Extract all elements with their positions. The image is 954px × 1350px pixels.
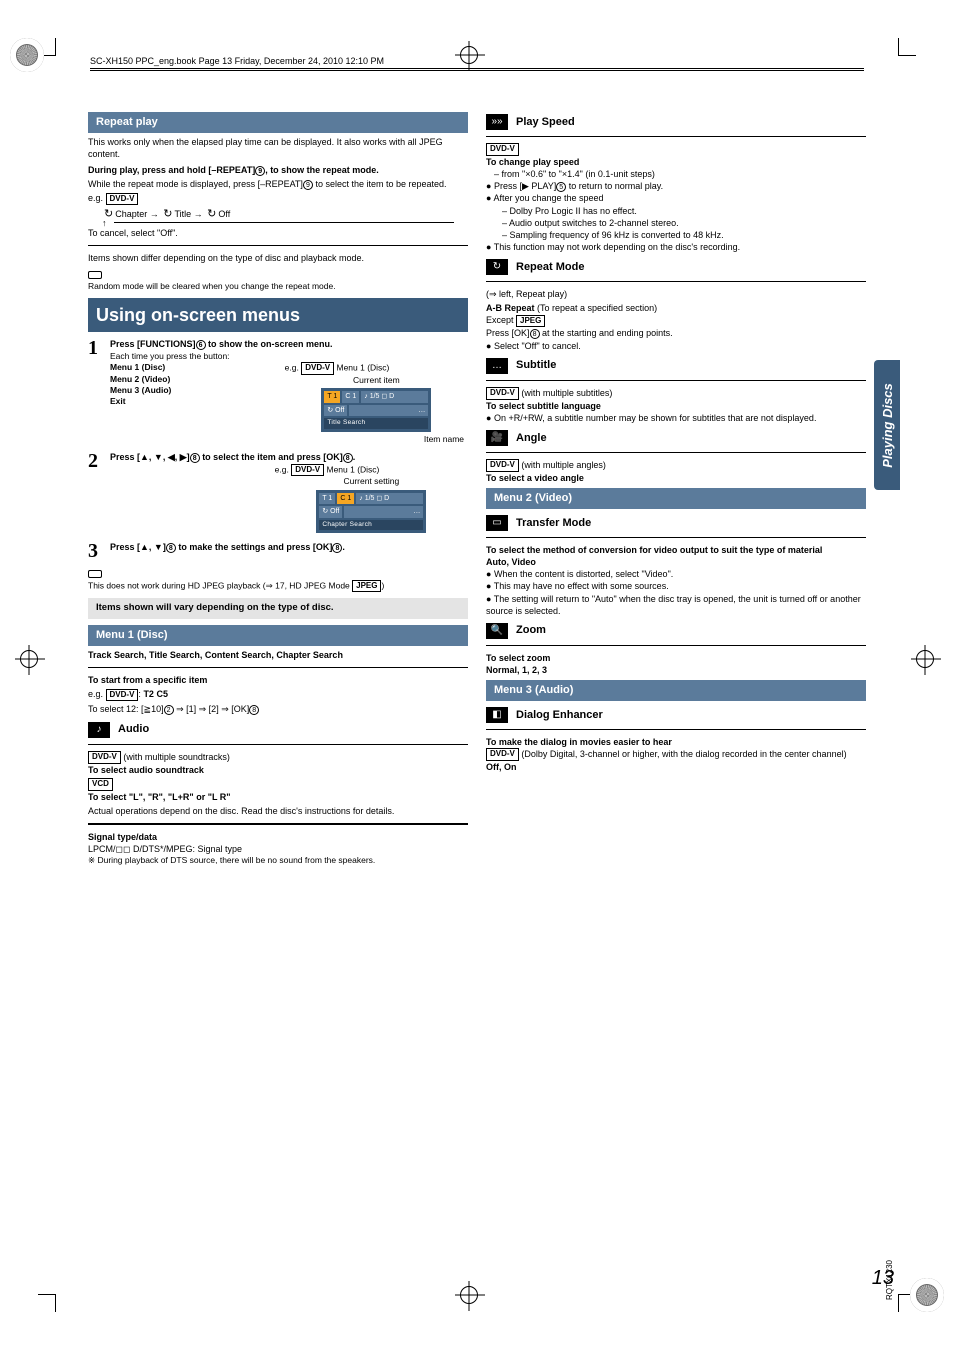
dvdv-tag: DVD-V [106, 193, 139, 206]
repeat-differ: Items shown differ depending on the type… [88, 252, 468, 264]
ab-repeat: A-B Repeat (To repeat a specified sectio… [486, 302, 866, 314]
repeat-play-select: While the repeat mode is displayed, pres… [88, 178, 468, 190]
select-off: Select "Off" to cancel. [486, 340, 866, 352]
search-types: Track Search, Title Search, Content Sear… [88, 649, 468, 661]
zoom-icon: 🔍 [486, 623, 508, 639]
multi-angle: DVD-V (with multiple angles) [486, 459, 866, 472]
actual-ops: Actual operations depend on the disc. Re… [88, 805, 468, 817]
running-header: SC-XH150 PPC_eng.book Page 13 Friday, De… [90, 56, 864, 73]
note-icon [88, 271, 102, 279]
eg-t2c5: e.g. DVD-V: T2 C5 [88, 688, 468, 701]
repeat-icon: ↻ [486, 259, 508, 275]
subtitle-heading: … Subtitle [486, 358, 866, 374]
random-note: Random mode will be cleared when you cha… [88, 281, 468, 292]
fastfwd-icon: »» [486, 114, 508, 130]
signal-type-p: LPCM/◻◻ D/DTS*/MPEG: Signal type [88, 843, 468, 855]
transfer-bullets: When the content is distorted, select "V… [486, 568, 866, 617]
step-3: 3 Press [▲, ▼]8 to make the settings and… [88, 541, 468, 561]
playspeed-heading: »» Play Speed [486, 114, 866, 130]
heading-menu3-audio: Menu 3 (Audio) [486, 680, 866, 701]
zoom-v: Normal, 1, 2, 3 [486, 664, 866, 676]
side-tab: Playing Discs [874, 360, 900, 490]
repeat-play-intro: This works only when the elapsed play ti… [88, 136, 468, 160]
repeat-chain: ↻Chapter → ↻Title → ↻Off [88, 207, 468, 222]
auto-video: Auto, Video [486, 556, 866, 568]
runhead-text: SC-XH150 PPC_eng.book Page 13 Friday, De… [90, 56, 384, 66]
hdjpeg-note: This does not work during HD JPEG playba… [88, 580, 468, 593]
playspeed-bullets: Press [▶ PLAY]5 to return to normal play… [486, 180, 866, 204]
select-lr: To select "L", "R", "L+R" or "L R" [88, 791, 468, 803]
note-icon [88, 570, 102, 578]
select-angle: To select a video angle [486, 472, 866, 484]
left-column: Repeat play This works only when the ela… [88, 108, 468, 867]
note-icon-block: ♪ [88, 722, 110, 738]
zoom-heading: 🔍 Zoom [486, 623, 866, 639]
step-1: 1 Press [FUNCTIONS]6 to show the on-scre… [88, 338, 468, 445]
dialog-detail: DVD-V (Dolby Digital, 3-channel or highe… [486, 748, 866, 761]
signal-type-h: Signal type/data [88, 831, 468, 843]
see-left: (⇒ left, Repeat play) [486, 288, 866, 300]
start-from-item: To start from a specific item [88, 674, 468, 686]
step-2: 2 Press [▲, ▼, ◀, ▶]8 to select the item… [88, 451, 468, 535]
zoom-p: To select zoom [486, 652, 866, 664]
signal-type-note: ※ During playback of DTS source, there w… [88, 855, 468, 866]
repeat-play-eg: e.g. DVD-V [88, 192, 468, 205]
may-not-work: This function may not work depending on … [486, 241, 866, 253]
select-subtitle: To select subtitle language [486, 400, 866, 412]
audio-multi: DVD-V (with multiple soundtracks) [88, 751, 468, 764]
except-jpeg: Except JPEG [486, 314, 866, 327]
heading-menu1-disc: Menu 1 (Disc) [88, 625, 468, 646]
right-column: »» Play Speed DVD-V To change play speed… [486, 108, 866, 867]
press-ok-points: Press [OK]8 at the starting and ending p… [486, 327, 866, 339]
dialog-icon: ◧ [486, 707, 508, 723]
dialog-heading: ◧ Dialog Enhancer [486, 707, 866, 723]
change-speed-h: To change play speed [486, 156, 866, 168]
multi-subtitle: DVD-V (with multiple subtitles) [486, 387, 866, 400]
after-change-list: Dolby Pro Logic II has no effect. Audio … [486, 205, 866, 241]
angle-heading: 🎥 Angle [486, 430, 866, 446]
transfer-p: To select the method of conversion for v… [486, 544, 866, 556]
dialog-p: To make the dialog in movies easier to h… [486, 736, 866, 748]
repeat-cancel: To cancel, select "Off". [88, 227, 468, 239]
rrw-note: On +R/+RW, a subtitle number may be show… [486, 412, 866, 424]
repeat-mode-heading: ↻ Repeat Mode [486, 259, 866, 275]
repeat-play-instruction: During play, press and hold [–REPEAT]9, … [88, 164, 468, 176]
doc-code: RQTX1230 [885, 1260, 894, 1300]
vcd-tag: VCD [88, 778, 113, 791]
heading-repeat-play: Repeat play [88, 112, 468, 133]
off-on: Off, On [486, 761, 866, 773]
speed-range-list: from "×0.6" to "×1.4" (in 0.1-unit steps… [486, 168, 866, 180]
audio-heading: ♪ Audio [88, 722, 468, 738]
heading-menu2-video: Menu 2 (Video) [486, 488, 866, 509]
transfer-icon: ▭ [486, 515, 508, 531]
side-tab-label: Playing Discs [880, 383, 895, 468]
transfer-heading: ▭ Transfer Mode [486, 515, 866, 531]
subtitle-icon: … [486, 358, 508, 374]
select-audio: To select audio soundtrack [88, 764, 468, 776]
angle-icon: 🎥 [486, 430, 508, 446]
heading-using-menus: Using on-screen menus [88, 298, 468, 332]
osd-menu-1: T 1C 1♪ 1/5 ◻ D ↻ Off… Title Search [321, 388, 431, 432]
items-vary-note: Items shown will vary depending on the t… [88, 598, 468, 619]
page-number-block: RQTX1230 13 [872, 1267, 894, 1290]
osd-menu-2: T 1C 1♪ 1/5 ◻ D ↻ Off… Chapter Search [316, 490, 426, 534]
select-12: To select 12: [≧10]2 ⇒ [1] ⇒ [2] ⇒ [OK]8 [88, 703, 468, 715]
